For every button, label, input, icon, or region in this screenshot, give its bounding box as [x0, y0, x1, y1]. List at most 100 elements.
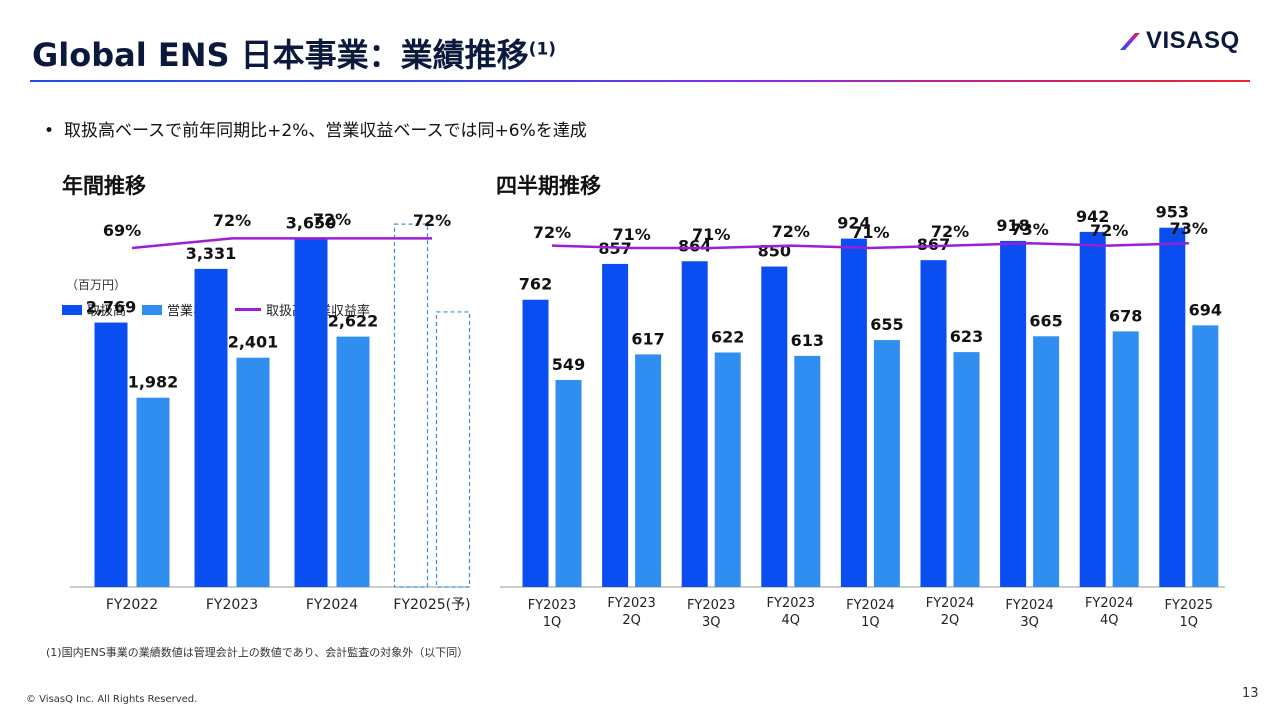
category-label: FY2024	[306, 597, 358, 613]
ratio-label: 73%	[1170, 219, 1208, 238]
category-label: FY2025(予)	[393, 597, 470, 613]
data-label-revenue: 549	[552, 355, 585, 374]
ratio-label: 72%	[1090, 221, 1128, 240]
bar-handling	[761, 266, 788, 587]
data-label-revenue: 2,622	[328, 312, 379, 331]
ratio-label: 69%	[103, 221, 141, 240]
bar-revenue	[136, 397, 170, 587]
category-label-sub: 2Q	[941, 613, 960, 628]
category-label: FY2024	[846, 598, 895, 613]
data-label-revenue: 617	[631, 329, 664, 348]
data-label-revenue: 622	[711, 328, 744, 347]
category-label: FY2022	[106, 597, 158, 613]
ratio-line	[131, 237, 432, 250]
category-label: FY2023	[767, 596, 816, 611]
category-label-sub: 2Q	[622, 613, 641, 628]
ratio-label: 72%	[213, 211, 251, 230]
bar-handling-forecast	[393, 223, 429, 588]
category-label: FY2023	[607, 596, 656, 611]
bar-handling	[94, 322, 128, 587]
bar-revenue	[635, 354, 662, 587]
category-label-sub: 1Q	[543, 615, 562, 630]
data-label-handling: 850	[758, 242, 791, 261]
bar-handling	[681, 261, 708, 587]
bar-handling	[194, 268, 228, 587]
visasq-logo: VISASQ	[1118, 27, 1240, 55]
ratio-label: 73%	[1010, 220, 1048, 239]
bar-handling	[294, 238, 328, 588]
data-label-revenue: 694	[1189, 300, 1222, 319]
bar-revenue	[336, 336, 370, 587]
legend-swatch-ratio	[235, 308, 262, 311]
bar-revenue	[873, 340, 900, 587]
bar-handling	[1159, 227, 1186, 587]
title-footnote-ref: (1)	[528, 39, 557, 60]
bar-handling	[1000, 240, 1027, 587]
legend-swatch-handling	[62, 304, 82, 315]
bar-handling	[840, 238, 867, 588]
annual-section-title: 年間推移	[62, 174, 146, 198]
ratio-label: 71%	[851, 223, 889, 242]
footnote: (1)国内ENS事業の業績数値は管理会計上の数値であり、会計監査の対象外（以下同…	[46, 646, 469, 659]
data-label-revenue: 655	[870, 315, 903, 334]
category-label-sub: 3Q	[702, 615, 721, 630]
bar-revenue	[1192, 325, 1219, 587]
ratio-label: 72%	[772, 222, 810, 241]
bar-revenue	[555, 380, 582, 587]
title-text: Global ENS 日本事業：業績推移	[32, 36, 529, 74]
data-label-handling: 918	[996, 216, 1029, 235]
category-label: FY2023	[206, 597, 258, 613]
page-number: 13	[1242, 686, 1259, 701]
page-title: Global ENS 日本事業：業績推移(1)	[32, 30, 556, 76]
quarterly-section-title: 四半期推移	[496, 174, 601, 198]
data-label-revenue: 665	[1029, 311, 1062, 330]
bar-handling	[522, 299, 549, 587]
category-label: FY2024	[926, 596, 975, 611]
bar-handling	[602, 263, 629, 587]
data-label-revenue: 1,982	[128, 373, 179, 392]
data-label-revenue: 613	[791, 331, 824, 350]
ratio-label: 72%	[533, 223, 571, 242]
category-label-sub: 4Q	[1100, 613, 1119, 628]
category-label-sub: 4Q	[782, 613, 801, 628]
logo-slash-icon	[1120, 33, 1140, 50]
data-label-revenue: 678	[1109, 306, 1142, 325]
category-label: FY2024	[1005, 598, 1054, 613]
ratio-label: 72%	[413, 211, 451, 230]
bar-revenue	[1112, 331, 1139, 587]
bar-handling	[1079, 231, 1106, 587]
data-label-revenue: 623	[950, 327, 983, 346]
category-label: FY2023	[687, 598, 736, 613]
data-label-handling: 2,769	[86, 298, 137, 317]
logo-text: VISASQ	[1146, 27, 1240, 54]
category-label-sub: 1Q	[1180, 615, 1199, 630]
category-label: FY2023	[528, 598, 577, 613]
bar-revenue	[794, 355, 821, 587]
data-label-handling: 924	[837, 214, 870, 233]
ratio-label: 71%	[612, 225, 650, 244]
summary-text: 取扱高ベースで前年同期比+2%、営業収益ベースでは同+6%を達成	[64, 121, 587, 141]
ratio-label: 72%	[313, 210, 351, 229]
legend-label-handling: 取扱高	[87, 304, 127, 319]
data-label-handling: 867	[917, 235, 950, 254]
ratio-label: 72%	[931, 222, 969, 241]
bar-revenue	[714, 352, 741, 587]
summary-bullet: • 取扱高ベースで前年同期比+2%、営業収益ベースでは同+6%を達成	[44, 116, 587, 141]
ratio-label: 71%	[692, 225, 730, 244]
data-label-revenue: 2,401	[228, 333, 279, 352]
data-label-handling: 3,650	[286, 213, 337, 232]
bar-revenue	[236, 357, 270, 587]
legend-swatch-revenue	[142, 304, 163, 315]
bar-handling	[920, 260, 947, 587]
data-label-handling: 942	[1076, 207, 1109, 226]
data-label-handling: 953	[1156, 203, 1189, 222]
ratio-line	[551, 241, 1189, 250]
category-label: FY2025	[1165, 598, 1214, 613]
data-label-handling: 864	[678, 236, 711, 255]
bar-revenue-forecast	[435, 311, 471, 588]
category-label-sub: 3Q	[1020, 615, 1039, 630]
bullet-dot-icon: •	[44, 121, 55, 141]
header-divider	[30, 80, 1250, 82]
bar-revenue	[953, 352, 980, 587]
